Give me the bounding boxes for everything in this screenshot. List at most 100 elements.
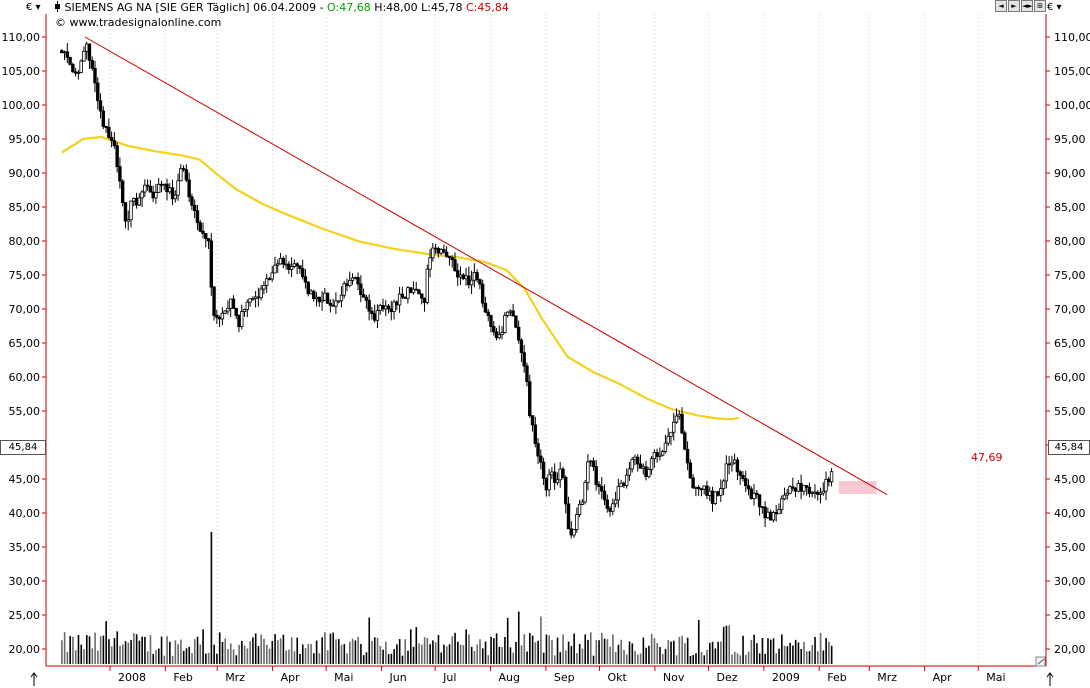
candle-body (248, 298, 252, 303)
volume-bar (703, 655, 706, 664)
y-axis-left: 20,0025,0030,0035,0040,0045,0050,0055,00… (2, 31, 46, 656)
candle-body (386, 305, 391, 310)
candle-body (132, 197, 136, 202)
candle-body (422, 297, 427, 303)
candle-body (802, 485, 806, 492)
trendline-segment (84, 36, 888, 496)
candle-body (721, 480, 726, 489)
candle-body (403, 296, 407, 299)
nav-layout-icon[interactable]: ⊞ (1034, 0, 1046, 12)
volume-bar (235, 655, 238, 664)
candle-body (755, 492, 759, 496)
volume-bar (717, 641, 719, 664)
volume-bar (108, 639, 110, 664)
volume-bar (709, 642, 711, 664)
candle-body (660, 451, 665, 456)
candle-body (312, 290, 316, 299)
candle-body (472, 272, 477, 281)
volume-bar (772, 638, 775, 664)
candle-body (788, 486, 792, 494)
candle-body (566, 503, 571, 530)
candle-body (636, 456, 640, 465)
candle-body (511, 310, 515, 317)
candle-body (431, 247, 435, 259)
candle-body (760, 506, 765, 509)
volume-bar (124, 641, 127, 664)
nav-back-icon[interactable]: ◄ (995, 0, 1007, 12)
candle-body (198, 222, 202, 232)
candle-body (181, 168, 186, 171)
candle-body (813, 491, 817, 494)
candle-body (359, 283, 363, 295)
resize-handle-icon[interactable] (1035, 656, 1046, 667)
candle-body (591, 460, 596, 467)
volume-bar (501, 647, 503, 664)
volume-bar (279, 638, 282, 664)
candle-body (281, 257, 285, 265)
candle-body (179, 168, 183, 182)
volume-bar (673, 640, 675, 664)
candle-body (159, 183, 164, 186)
candle-body (217, 316, 222, 320)
nav-forward-icon[interactable]: ► (1008, 0, 1020, 12)
volume-bar (326, 650, 329, 664)
volume-bar (434, 642, 437, 664)
volume-bar (113, 638, 116, 664)
volume-bar (437, 635, 440, 664)
navigation-buttons: ◄ ► ◄► ⊞ (995, 0, 1046, 13)
volume-bar (232, 649, 235, 664)
grid-lines (109, 14, 979, 666)
candle-body (71, 63, 75, 73)
volume-bar (252, 637, 254, 664)
volume-bar (811, 644, 814, 664)
nav-fit-icon[interactable]: ◄► (1021, 0, 1033, 12)
volume-bar (155, 650, 157, 664)
volume-bar (498, 646, 501, 664)
volume-bar (191, 653, 193, 664)
y-tick-label-right: 25,00 (1054, 609, 1086, 622)
volume-bar (313, 653, 315, 664)
volume-bar (487, 655, 490, 664)
volume-bar (221, 641, 224, 664)
candle-body (65, 51, 70, 58)
candle-body (314, 296, 319, 299)
scroll-right-icon[interactable] (1046, 672, 1054, 686)
candle-body (375, 310, 380, 321)
volume-bar (470, 646, 473, 664)
candle-body (118, 166, 122, 182)
volume-bar (753, 634, 755, 664)
scroll-left-icon[interactable] (30, 672, 38, 686)
volume-bar (678, 636, 681, 664)
candle-body (708, 490, 712, 496)
candle-body (323, 292, 327, 301)
candle-body (115, 145, 119, 168)
volume-bar (623, 649, 625, 664)
currency-selector-left[interactable]: € ▾ (26, 2, 41, 13)
volume-bar (196, 636, 199, 664)
volume-bar (418, 643, 420, 664)
volume-bar (700, 652, 703, 664)
volume-bar (581, 648, 584, 664)
candle-body (818, 492, 823, 495)
volume-bar (415, 627, 418, 664)
volume-bar (163, 655, 166, 664)
currency-selector-right[interactable]: € ▾ (1047, 2, 1062, 13)
volume-bar (229, 643, 232, 664)
candle-body (458, 274, 463, 278)
close-value: C:45,84 (466, 1, 509, 14)
candle-body (107, 127, 111, 138)
volume-bar (697, 619, 700, 664)
volume-bar (296, 637, 299, 664)
volume-bar (465, 629, 467, 664)
volume-bar (243, 645, 246, 664)
volume-bar (335, 639, 337, 664)
volume-bar (639, 653, 642, 664)
volume-bar (265, 644, 268, 664)
y-axis-right: 20,0025,0030,0035,0040,0045,0050,0055,00… (1046, 31, 1090, 656)
volume-bar (659, 647, 661, 664)
candle-body (123, 202, 128, 222)
candle-body (735, 459, 740, 473)
candle-body (425, 268, 429, 303)
candle-body (602, 490, 607, 501)
volume-bar (354, 640, 357, 664)
